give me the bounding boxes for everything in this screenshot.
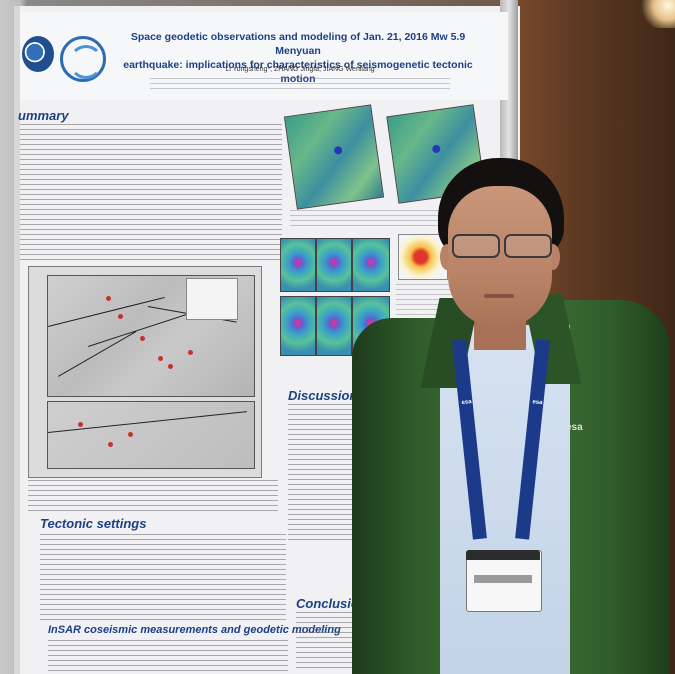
map-caption <box>28 480 278 514</box>
map-legend <box>186 278 238 320</box>
poster-affiliation <box>150 78 450 90</box>
poster-title: Space geodetic observations and modeling… <box>118 30 478 86</box>
name-badge-name <box>474 575 532 583</box>
institute-logo-icon <box>22 36 54 72</box>
poster-title-line1: Space geodetic observations and modeling… <box>130 31 466 57</box>
poster-title-line2: earthquake: implications for characteris… <box>123 59 473 85</box>
model-panel-1 <box>280 238 316 292</box>
ceiling-light <box>640 0 675 28</box>
section-insar-heading: InSAR coseismic measurements and geodeti… <box>48 624 341 636</box>
jacket-logo: esa <box>566 422 583 433</box>
model-panel-5 <box>316 296 352 356</box>
section-discussion-heading: Discussion <box>288 388 358 403</box>
mouth <box>484 294 514 298</box>
discussion-text <box>288 404 358 544</box>
section-summary-heading: ummary <box>18 108 69 123</box>
ied-logo-icon <box>60 36 106 82</box>
name-badge-header <box>466 550 540 560</box>
section-tectonic-heading: Tectonic settings <box>40 516 147 531</box>
glasses-icon <box>448 234 552 258</box>
insar-panel-ascending <box>283 104 385 210</box>
lanyard-esa-text: esa <box>461 399 472 407</box>
tectonic-text <box>40 534 286 620</box>
insar-text <box>48 640 288 674</box>
model-panel-2 <box>316 238 352 292</box>
regional-fault-map <box>28 266 262 478</box>
summary-text <box>20 124 282 262</box>
model-panel-3 <box>352 238 390 292</box>
lanyard-esa-text-right: esa <box>532 399 543 407</box>
model-panel-4 <box>280 296 316 356</box>
poster-authors: Li Yongsheng*, ZHANG Jingfa, JIANG Wenli… <box>225 66 375 73</box>
